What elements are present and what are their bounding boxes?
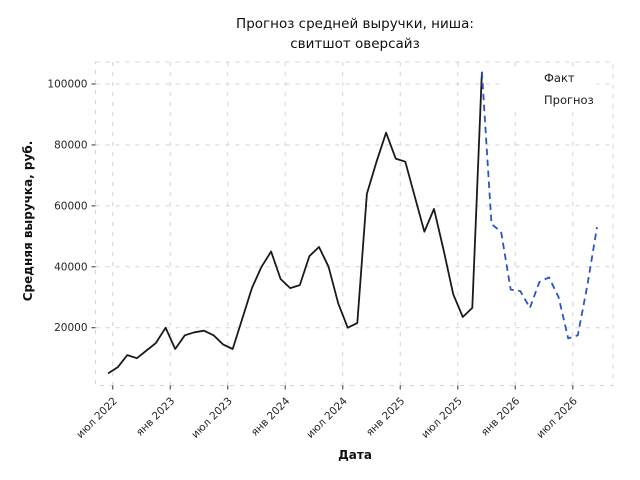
- svg-text:июл 2024: июл 2024: [304, 395, 350, 441]
- svg-text:янв 2023: янв 2023: [134, 395, 177, 438]
- svg-text:60000: 60000: [54, 200, 87, 212]
- series-fact-line: [107, 71, 483, 375]
- svg-text:июл 2026: июл 2026: [534, 395, 580, 441]
- svg-text:янв 2026: янв 2026: [479, 395, 523, 439]
- chart-title: Прогноз средней выручки, ниша: свитшот о…: [96, 14, 614, 55]
- svg-text:июл 2023: июл 2023: [189, 395, 235, 441]
- chart-title-line2: свитшот оверсайз: [290, 36, 420, 53]
- legend-item-fact: Факт: [504, 67, 594, 89]
- svg-text:янв 2024: янв 2024: [249, 395, 293, 439]
- svg-text:100000: 100000: [47, 79, 87, 91]
- series-forecast-line: [481, 71, 598, 340]
- legend-label-fact: Факт: [544, 71, 575, 85]
- chart-title-line1: Прогноз средней выручки, ниша:: [236, 16, 474, 32]
- legend-label-forecast: Прогноз: [544, 93, 594, 107]
- svg-text:80000: 80000: [54, 139, 87, 151]
- svg-text:июл 2025: июл 2025: [419, 395, 465, 441]
- svg-text:янв 2025: янв 2025: [364, 395, 407, 438]
- y-axis-label: Средняя выручка, руб.: [21, 140, 35, 302]
- svg-text:июл 2022: июл 2022: [74, 395, 120, 441]
- x-axis-label: Дата: [338, 448, 372, 462]
- svg-text:40000: 40000: [54, 261, 87, 273]
- svg-text:20000: 20000: [54, 322, 87, 334]
- legend-item-forecast: Прогноз: [504, 89, 594, 111]
- legend: Факт Прогноз: [502, 66, 596, 112]
